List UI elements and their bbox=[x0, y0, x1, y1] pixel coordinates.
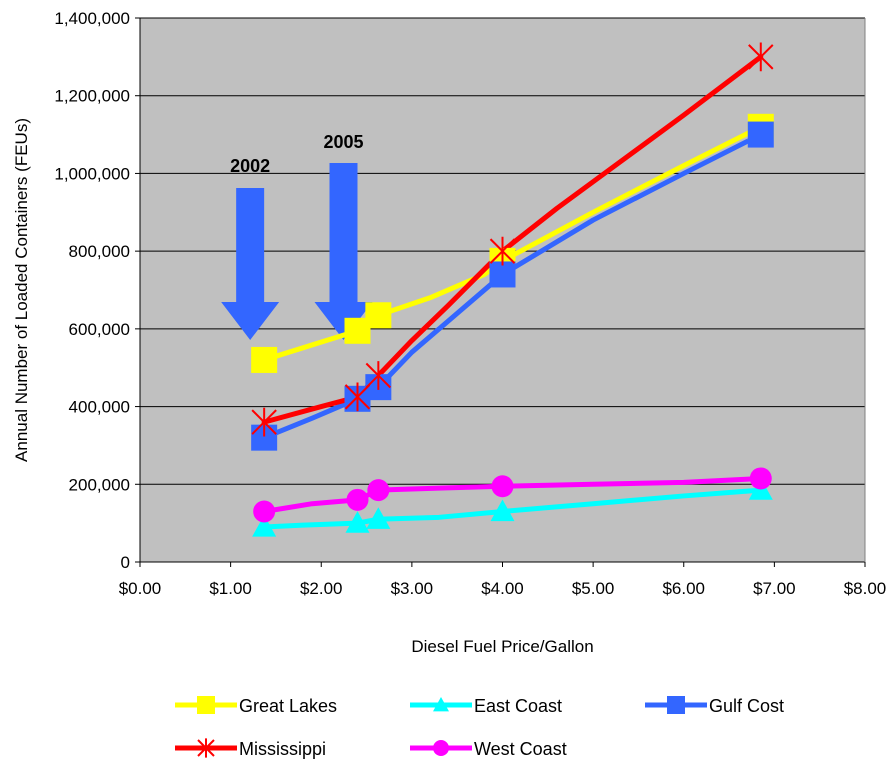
x-axis-title: Diesel Fuel Price/Gallon bbox=[411, 637, 593, 656]
data-point-west-coast bbox=[367, 479, 390, 502]
x-tick-label: $3.00 bbox=[391, 579, 434, 598]
data-point-mississippi bbox=[489, 236, 516, 266]
data-point-great-lakes bbox=[251, 346, 278, 373]
data-point-gulf-cost bbox=[489, 261, 516, 288]
axes bbox=[135, 17, 866, 567]
x-tick-label: $0.00 bbox=[119, 579, 162, 598]
legend-marker-east-coast bbox=[433, 697, 449, 712]
data-point-west-coast bbox=[491, 475, 514, 498]
y-tick-label: 400,000 bbox=[69, 398, 130, 417]
series-markers bbox=[251, 42, 774, 537]
y-tick-label: 1,200,000 bbox=[54, 87, 130, 106]
x-tick-label: $5.00 bbox=[572, 579, 615, 598]
data-point-east-coast bbox=[490, 499, 515, 522]
series-line-west-coast bbox=[261, 475, 764, 514]
legend-label-west-coast: West Coast bbox=[474, 739, 567, 759]
legend-marker-great-lakes bbox=[197, 696, 215, 714]
legend-label-great-lakes: Great Lakes bbox=[239, 696, 337, 716]
annotation-arrow-2002 bbox=[221, 188, 280, 340]
legend-marker-gulf-cost bbox=[667, 696, 685, 714]
series-line-east-coast bbox=[261, 487, 764, 530]
data-point-east-coast bbox=[252, 515, 277, 537]
x-tick-label: $8.00 bbox=[844, 579, 887, 598]
data-point-mississippi bbox=[748, 42, 774, 72]
x-tick-labels: $0.00 $1.00 $2.00 $3.00 $4.00 $5.00 $6.00 $7.00… bbox=[119, 579, 887, 598]
y-tick-label: 0 bbox=[121, 553, 130, 572]
annotation-arrows: 2002 2005 bbox=[221, 132, 373, 340]
series-line-gulf-cost bbox=[261, 132, 764, 441]
data-point-great-lakes bbox=[365, 302, 392, 329]
data-point-gulf-cost bbox=[747, 121, 774, 148]
legend-marker-west-coast bbox=[433, 740, 449, 756]
x-tick-label: $4.00 bbox=[481, 579, 524, 598]
y-tick-label: 800,000 bbox=[69, 242, 130, 261]
y-tick-label: 200,000 bbox=[69, 475, 130, 494]
data-point-mississippi bbox=[365, 361, 392, 390]
x-tick-label: $6.00 bbox=[662, 579, 705, 598]
y-tick-label: 600,000 bbox=[69, 320, 130, 339]
legend-marker-mississippi bbox=[197, 738, 215, 758]
legend: Great Lakes East Coast Gulf Cost Mississipp… bbox=[175, 696, 784, 759]
annotation-label-2002: 2002 bbox=[230, 156, 270, 176]
legend-label-mississippi: Mississippi bbox=[239, 739, 326, 759]
legend-label-gulf-cost: Gulf Cost bbox=[709, 696, 784, 716]
data-point-east-coast bbox=[366, 507, 391, 529]
y-tick-label: 1,000,000 bbox=[54, 164, 130, 183]
data-point-mississippi bbox=[251, 407, 277, 437]
data-point-mississippi bbox=[344, 382, 371, 412]
data-point-west-coast bbox=[253, 500, 276, 523]
data-point-west-coast bbox=[346, 488, 369, 511]
x-tick-label: $2.00 bbox=[300, 579, 343, 598]
annotation-arrow-2005 bbox=[314, 163, 373, 340]
data-point-east-coast bbox=[345, 511, 370, 533]
annotation-label-2005: 2005 bbox=[323, 132, 363, 152]
y-axis-title: Annual Number of Loaded Containers (FEUs… bbox=[12, 118, 31, 462]
y-tick-label: 1,400,000 bbox=[54, 9, 130, 28]
data-point-west-coast bbox=[749, 467, 772, 490]
x-tick-label: $7.00 bbox=[753, 579, 796, 598]
x-tick-label: $1.00 bbox=[209, 579, 252, 598]
y-tick-labels: 0 200,000 400,000 600,000 800,000 1,000,000 1,… bbox=[54, 9, 130, 572]
legend-label-east-coast: East Coast bbox=[474, 696, 562, 716]
